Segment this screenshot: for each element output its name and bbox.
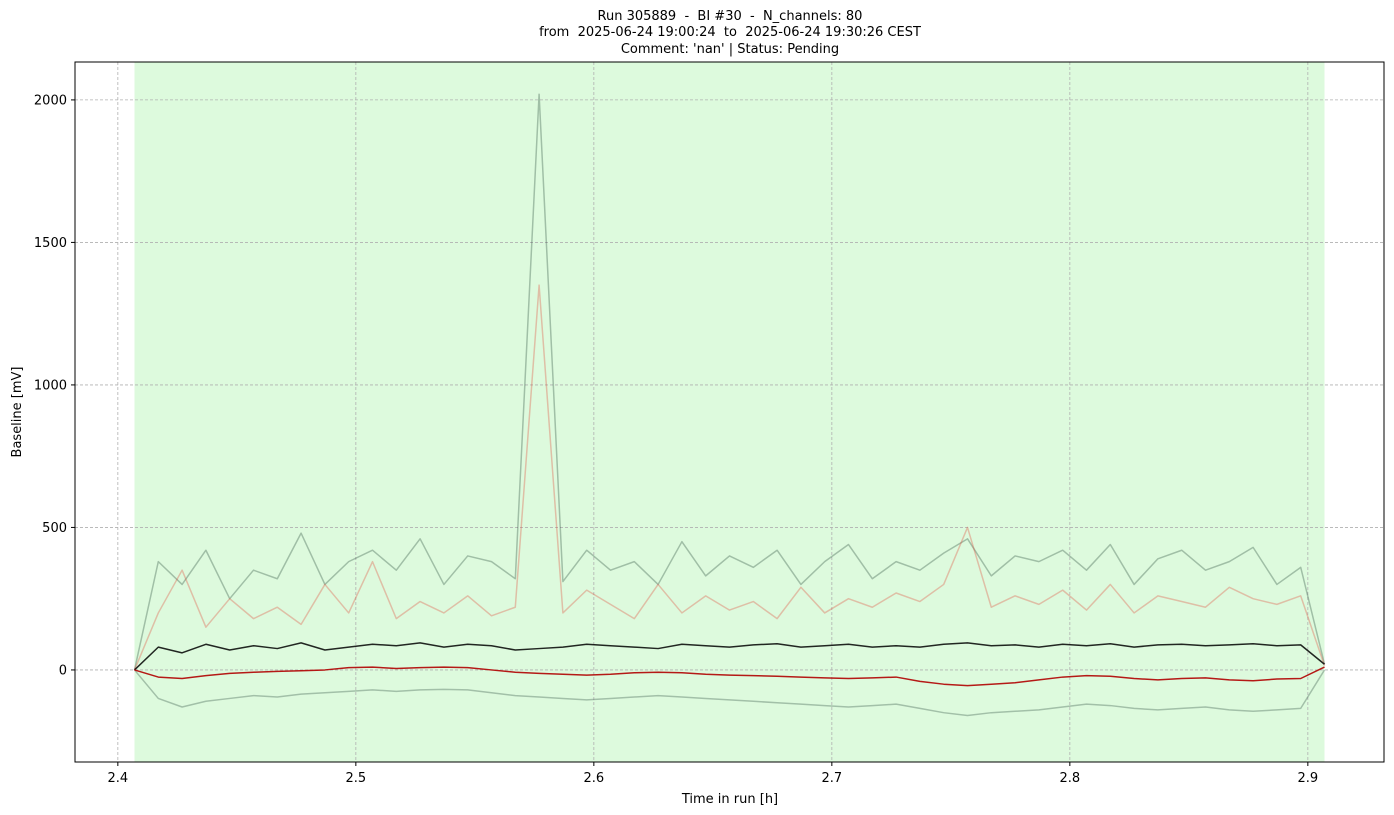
title-line: from 2025-06-24 19:00:24 to 2025-06-24 1… [539, 25, 921, 40]
y-tick-label: 0 [59, 663, 67, 678]
x-axis-label: Time in run [h] [681, 792, 778, 807]
y-tick-label: 1000 [34, 378, 67, 393]
series-line [133, 284, 1326, 671]
y-tick-label: 1500 [34, 236, 67, 251]
shaded-span [134, 62, 1325, 762]
title-line: Comment: 'nan' | Status: Pending [621, 42, 839, 57]
series-line [133, 642, 1325, 671]
x-tick-label: 2.6 [583, 771, 604, 786]
series-line [133, 93, 1326, 671]
title-line: Run 305889 - BI #30 - N_channels: 80 [598, 9, 863, 24]
plot-frame [74, 61, 1385, 763]
x-tick-label: 2.9 [1297, 771, 1318, 786]
y-tick-label: 500 [42, 521, 67, 536]
series-line [134, 666, 1325, 687]
y-axis-label: Baseline [mV] [10, 367, 25, 458]
series-line [133, 669, 1326, 717]
x-tick-label: 2.7 [821, 771, 842, 786]
y-tick-label: 2000 [34, 93, 67, 108]
x-tick-label: 2.4 [107, 771, 128, 786]
x-tick-label: 2.8 [1059, 771, 1080, 786]
x-tick-label: 2.5 [345, 771, 366, 786]
